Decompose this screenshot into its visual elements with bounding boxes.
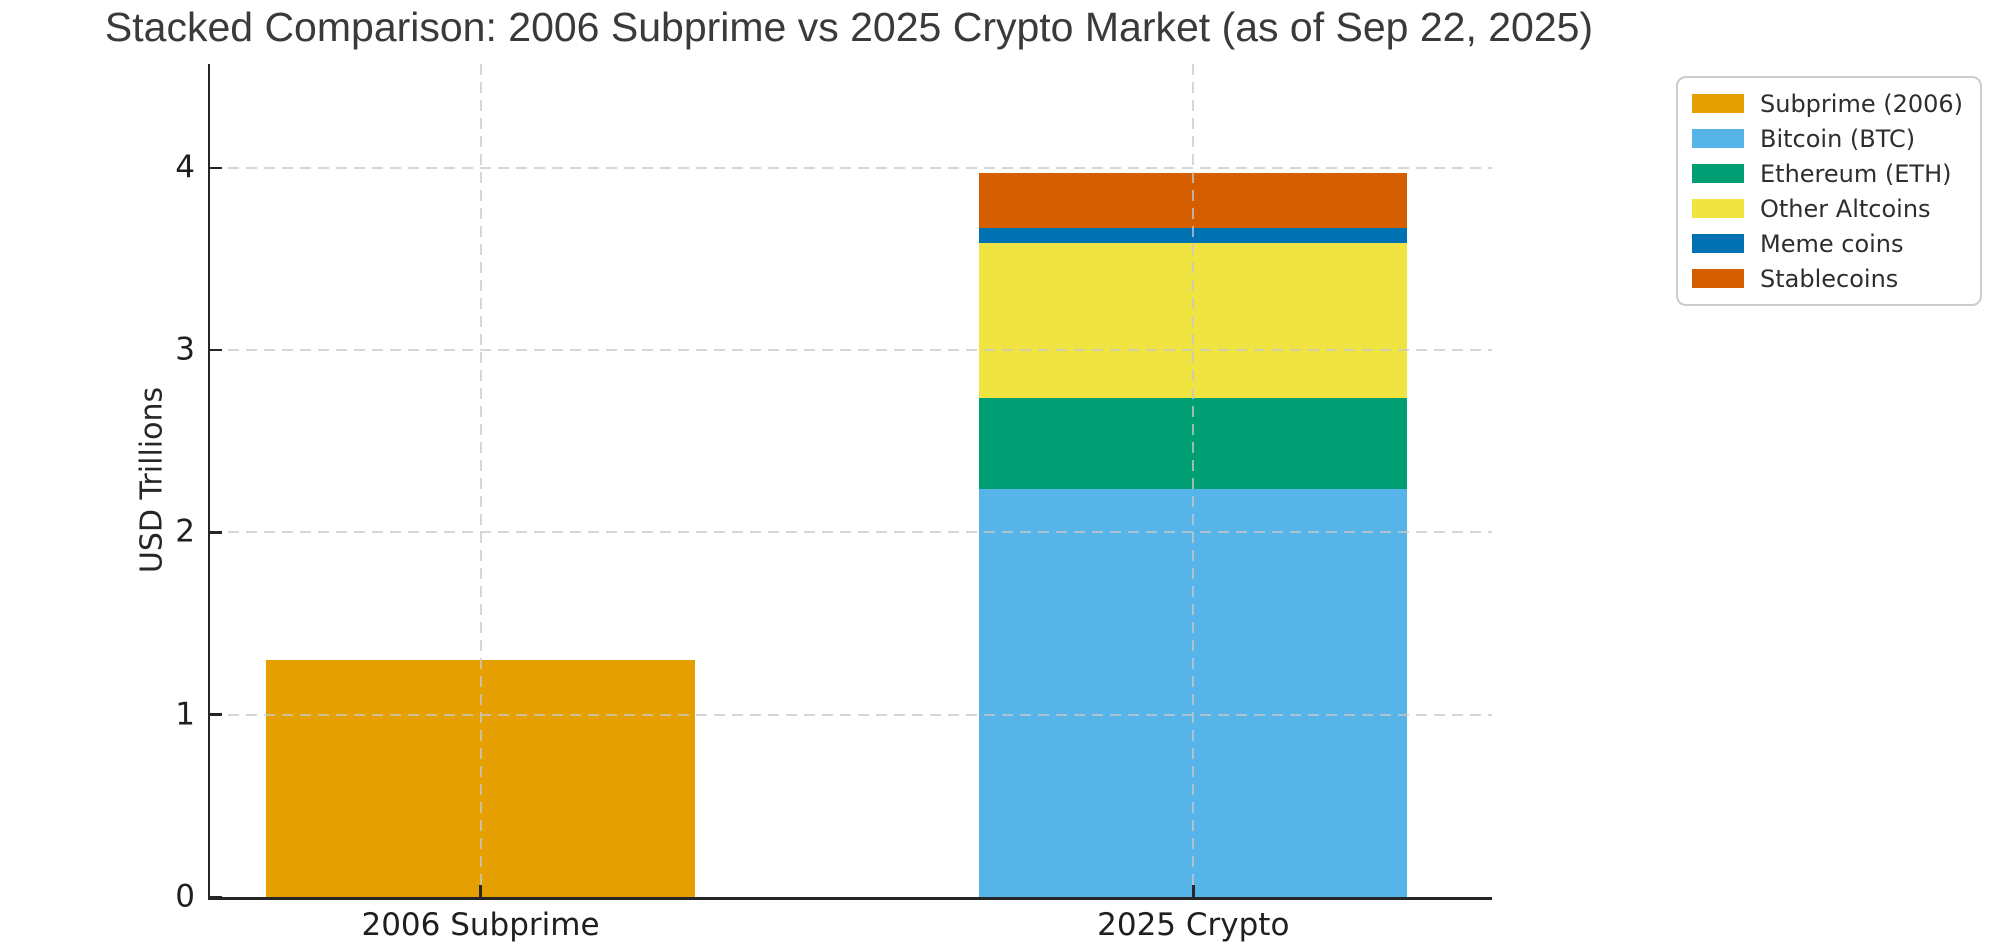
x-tick-mark xyxy=(1192,885,1195,897)
y-axis-label: USD Trillions xyxy=(134,386,170,574)
plot-area: 0 1 2 3 4 2006 Subprime 2025 Crypto xyxy=(175,64,1492,942)
legend-label: Meme coins xyxy=(1760,229,1904,258)
y-tick-mark xyxy=(210,713,222,716)
legend-item: Other Altcoins xyxy=(1692,195,1966,222)
y-tick-label: 1 xyxy=(175,696,195,733)
legend-item: Ethereum (ETH) xyxy=(1692,160,1966,187)
legend-label: Bitcoin (BTC) xyxy=(1760,124,1916,153)
y-tick-mark xyxy=(210,531,222,534)
y-tick-mark xyxy=(210,166,222,170)
x-tick-label: 2025 Crypto xyxy=(1097,907,1290,943)
legend-swatch xyxy=(1692,164,1744,183)
x-tick-label: 2006 Subprime xyxy=(361,907,600,943)
legend-label: Stablecoins xyxy=(1760,264,1899,293)
chart-title: Stacked Comparison: 2006 Subprime vs 202… xyxy=(104,4,1594,50)
legend-item: Meme coins xyxy=(1692,230,1966,257)
legend-swatch xyxy=(1692,234,1744,253)
y-tick-label: 2 xyxy=(175,513,195,550)
y-tick-mark xyxy=(210,348,222,352)
legend-swatch xyxy=(1692,129,1744,148)
y-tick-label: 3 xyxy=(175,331,195,368)
legend-swatch xyxy=(1692,199,1744,218)
legend-label: Subprime (2006) xyxy=(1760,89,1964,118)
legend-swatch xyxy=(1692,269,1744,288)
legend-item: Bitcoin (BTC) xyxy=(1692,125,1966,152)
y-tick-mark xyxy=(210,895,222,899)
legend-item: Subprime (2006) xyxy=(1692,90,1966,117)
y-tick-label: 4 xyxy=(175,149,195,186)
legend-label: Ethereum (ETH) xyxy=(1760,159,1952,188)
axis-ticks-layer: 0 1 2 3 4 2006 Subprime 2025 Crypto xyxy=(175,64,1492,942)
x-tick-mark xyxy=(479,885,482,897)
legend-swatch xyxy=(1692,94,1744,113)
legend: Subprime (2006) Bitcoin (BTC) Ethereum (ET… xyxy=(1676,76,1982,306)
y-tick-label: 0 xyxy=(175,878,195,915)
legend-label: Other Altcoins xyxy=(1760,194,1931,223)
legend-item: Stablecoins xyxy=(1692,265,1966,292)
